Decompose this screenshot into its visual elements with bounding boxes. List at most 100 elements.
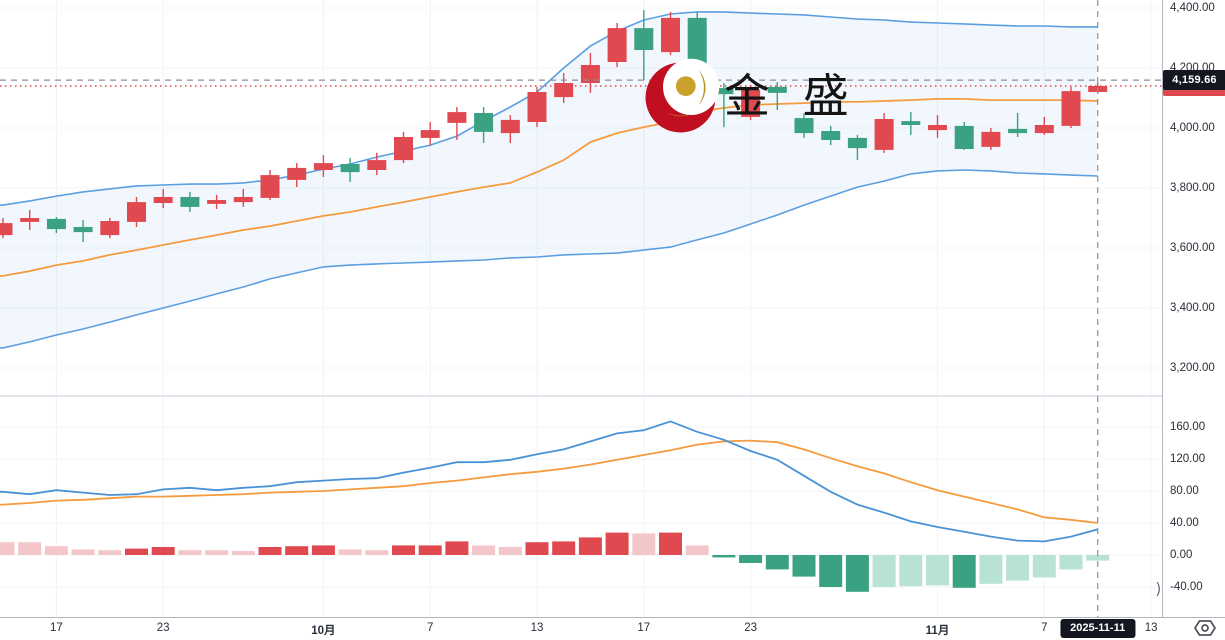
time-axis-label: 23 bbox=[744, 622, 757, 634]
macd-line bbox=[0, 420, 1098, 543]
bollinger-fill bbox=[0, 11, 1098, 348]
macd-histogram-bar bbox=[1086, 555, 1110, 561]
candlestick bbox=[0, 223, 13, 236]
macd-histogram-bar bbox=[338, 549, 362, 555]
macd-axis-label: 120.00 bbox=[1170, 453, 1206, 465]
time-axis-label: 17 bbox=[49, 622, 63, 634]
candlestick bbox=[180, 197, 200, 207]
watermark: 金 盛 bbox=[644, 57, 859, 135]
candlestick bbox=[954, 125, 974, 149]
macd-histogram-bar bbox=[872, 555, 896, 587]
signal-line bbox=[0, 439, 1098, 524]
macd-histogram-bar bbox=[979, 555, 1003, 584]
macd-histogram-bar bbox=[311, 545, 335, 555]
macd-axis-label: 0.00 bbox=[1170, 549, 1193, 561]
candlestick bbox=[794, 118, 814, 134]
macd-histogram-bar bbox=[899, 555, 923, 587]
candlestick bbox=[367, 160, 387, 170]
candlestick bbox=[500, 119, 520, 134]
macd-histogram-bar bbox=[685, 545, 709, 555]
macd-histogram-bar bbox=[231, 551, 255, 555]
macd-histogram-bar bbox=[952, 555, 976, 588]
macd-histogram-bar bbox=[98, 550, 122, 555]
time-axis-label: 23 bbox=[156, 622, 170, 634]
macd-histogram-bar bbox=[498, 547, 522, 555]
macd-histogram-bar bbox=[285, 546, 309, 555]
candlestick bbox=[527, 92, 547, 122]
candlestick bbox=[1034, 125, 1054, 134]
candlestick bbox=[847, 137, 867, 149]
candlestick bbox=[981, 131, 1001, 147]
macd-histogram-bar bbox=[712, 555, 736, 558]
candlestick bbox=[420, 130, 440, 138]
price-axis-label: 3,800.00 bbox=[1170, 182, 1215, 194]
time-axis-label: 11月 bbox=[925, 625, 950, 637]
price-axis-label: 3,600.00 bbox=[1170, 242, 1215, 254]
macd-histogram-bar bbox=[578, 537, 602, 555]
macd-histogram-bar bbox=[1032, 555, 1056, 578]
candlestick bbox=[714, 88, 734, 95]
macd-histogram-bar bbox=[418, 545, 442, 555]
macd-histogram-bar bbox=[739, 555, 763, 563]
candlestick bbox=[260, 175, 280, 198]
macd-histogram-bar bbox=[632, 533, 656, 555]
macd-histogram-bar bbox=[125, 548, 148, 555]
macd-histogram-bar bbox=[1059, 555, 1083, 570]
bollinger-lower-line bbox=[0, 169, 1098, 349]
bollinger-middle-line bbox=[0, 98, 1098, 277]
price-axis-label: 3,200.00 bbox=[1170, 362, 1215, 374]
candlestick bbox=[767, 86, 787, 93]
time-axis-label: 10月 bbox=[311, 625, 336, 637]
macd-histogram-bar bbox=[365, 550, 389, 555]
macd-histogram-bar bbox=[845, 555, 869, 592]
candlestick bbox=[874, 119, 894, 150]
macd-histogram-bar bbox=[178, 550, 202, 555]
macd-histogram-bar bbox=[605, 532, 629, 555]
time-axis-label: 17 bbox=[637, 622, 651, 634]
candlestick bbox=[661, 17, 680, 53]
candlestick bbox=[313, 163, 333, 170]
candlestick bbox=[901, 121, 921, 125]
macd-histogram-bar bbox=[258, 547, 282, 555]
candlestick bbox=[153, 197, 173, 203]
crosshair-price-badge: 4,159.66 bbox=[1163, 70, 1225, 91]
macd-histogram-bar bbox=[205, 550, 229, 555]
time-axis[interactable]: 2025-11-11 17 23 10月 7 13 17 23 11月 7 13 bbox=[0, 617, 1225, 640]
candlestick bbox=[928, 125, 947, 131]
time-axis-label: 7 bbox=[1041, 622, 1048, 634]
candlestick bbox=[287, 167, 307, 180]
macd-axis-label: 40.00 bbox=[1170, 517, 1199, 529]
macd-histogram-bar bbox=[659, 532, 682, 555]
time-axis-label: 13 bbox=[1144, 622, 1158, 634]
macd-histogram-bar bbox=[71, 549, 95, 555]
candlestick bbox=[20, 218, 40, 222]
macd-histogram-bar bbox=[765, 555, 789, 570]
macd-axis-label: 80.00 bbox=[1170, 485, 1199, 497]
macd-histogram-bar bbox=[792, 555, 816, 577]
candlestick bbox=[1061, 91, 1081, 126]
macd-histogram-bar bbox=[472, 545, 496, 555]
candlestick bbox=[554, 83, 574, 98]
candlestick bbox=[394, 137, 413, 161]
price-axis[interactable]: 4,159.66 4,400.00 4,200.00 4,000.00 3,800.0… bbox=[1162, 0, 1225, 617]
candlestick bbox=[46, 218, 66, 230]
candlestick bbox=[821, 131, 841, 140]
candlestick bbox=[447, 112, 467, 123]
macd-histogram-bar bbox=[1006, 555, 1030, 581]
macd-histogram-bar bbox=[819, 555, 843, 587]
hexagon-eye-icon[interactable] bbox=[1193, 618, 1217, 638]
macd-histogram-bar bbox=[44, 546, 68, 555]
time-axis-label: 7 bbox=[426, 622, 434, 634]
macd-histogram-bar bbox=[0, 542, 15, 555]
macd-histogram-bar bbox=[552, 541, 576, 555]
macd-histogram-bar bbox=[525, 542, 549, 555]
macd-histogram-bar bbox=[926, 555, 949, 586]
candlestick bbox=[233, 197, 253, 203]
macd-histogram-bar bbox=[151, 547, 175, 555]
candlestick bbox=[1008, 128, 1028, 134]
crosshair-date-badge: 2025-11-11 bbox=[1060, 619, 1136, 638]
brand-logo-icon bbox=[645, 58, 720, 133]
macd-histogram-bar bbox=[392, 545, 415, 555]
